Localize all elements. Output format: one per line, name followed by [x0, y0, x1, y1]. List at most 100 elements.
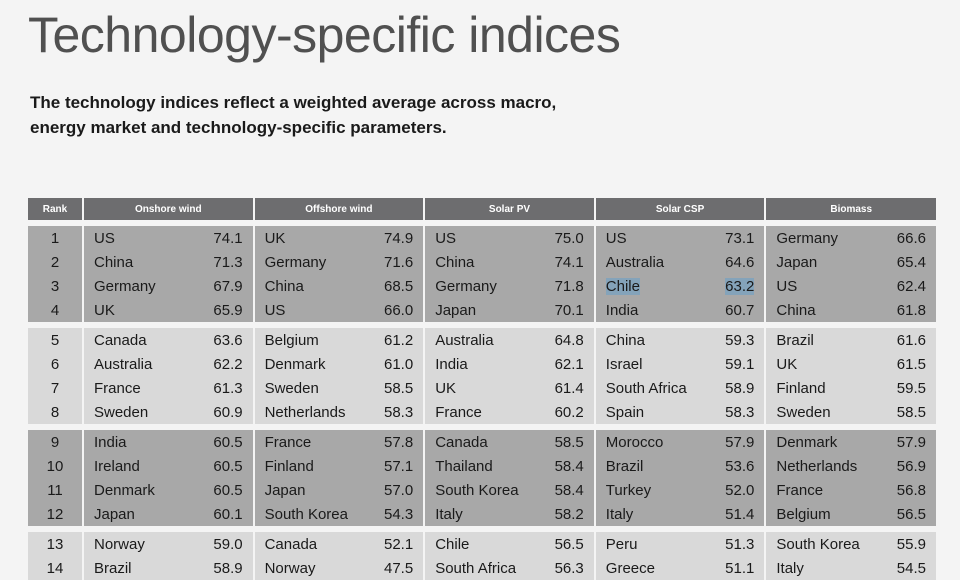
- index-score[interactable]: 62.4: [896, 277, 926, 295]
- country-name[interactable]: Finland: [776, 379, 826, 397]
- country-name[interactable]: Germany: [264, 253, 327, 271]
- country-name[interactable]: Norway: [94, 535, 145, 553]
- country-name[interactable]: US: [605, 229, 627, 247]
- country-name[interactable]: South Africa: [435, 559, 517, 577]
- index-score[interactable]: 47.5: [383, 559, 414, 577]
- country-name[interactable]: US: [94, 229, 115, 247]
- country-name[interactable]: Japan: [776, 253, 818, 271]
- index-score[interactable]: 51.4: [725, 505, 755, 523]
- index-score[interactable]: 60.7: [725, 301, 755, 319]
- country-name[interactable]: US: [776, 277, 798, 295]
- country-name[interactable]: Greece: [605, 559, 655, 577]
- country-name[interactable]: UK: [435, 379, 457, 397]
- country-name[interactable]: South Korea: [264, 505, 348, 523]
- index-score[interactable]: 61.0: [383, 355, 414, 373]
- index-score[interactable]: 64.6: [725, 253, 755, 271]
- country-name[interactable]: Italy: [776, 559, 804, 577]
- country-name[interactable]: South Korea: [435, 481, 519, 499]
- country-name[interactable]: China: [605, 331, 645, 349]
- country-name[interactable]: India: [94, 433, 127, 451]
- country-name[interactable]: India: [605, 301, 639, 319]
- country-name[interactable]: Australia: [605, 253, 665, 271]
- index-score[interactable]: 56.5: [896, 505, 926, 523]
- index-score[interactable]: 56.5: [554, 535, 584, 553]
- country-name[interactable]: Finland: [264, 457, 314, 475]
- index-score[interactable]: 57.9: [725, 433, 755, 451]
- index-score[interactable]: 57.1: [383, 457, 414, 475]
- country-name[interactable]: Belgium: [776, 505, 831, 523]
- index-score[interactable]: 64.8: [554, 331, 584, 349]
- country-name[interactable]: Israel: [605, 355, 643, 373]
- country-name[interactable]: Denmark: [776, 433, 838, 451]
- country-name[interactable]: China: [435, 253, 475, 271]
- index-score[interactable]: 62.1: [554, 355, 584, 373]
- index-score[interactable]: 61.2: [383, 331, 414, 349]
- country-name[interactable]: China: [94, 253, 134, 271]
- country-name[interactable]: Brazil: [94, 559, 132, 577]
- index-score[interactable]: 67.9: [213, 277, 243, 295]
- index-score[interactable]: 59.1: [725, 355, 755, 373]
- index-score[interactable]: 56.9: [896, 457, 926, 475]
- index-score[interactable]: 66.6: [896, 229, 926, 247]
- index-score[interactable]: 61.5: [896, 355, 926, 373]
- country-name[interactable]: Canada: [435, 433, 488, 451]
- index-score[interactable]: 58.9: [725, 379, 755, 397]
- index-score[interactable]: 74.9: [383, 229, 414, 247]
- index-score[interactable]: 66.0: [383, 301, 414, 319]
- index-score[interactable]: 70.1: [554, 301, 584, 319]
- index-score[interactable]: 73.1: [725, 229, 755, 247]
- index-score[interactable]: 60.2: [554, 403, 584, 421]
- country-name[interactable]: Italy: [435, 505, 463, 523]
- country-name[interactable]: Japan: [94, 505, 135, 523]
- index-score[interactable]: 58.4: [554, 481, 584, 499]
- country-name[interactable]: Morocco: [605, 433, 664, 451]
- selected-index-score[interactable]: 63.2: [725, 277, 755, 295]
- index-score[interactable]: 68.5: [383, 277, 414, 295]
- country-name[interactable]: UK: [94, 301, 115, 319]
- country-name[interactable]: Belgium: [264, 331, 319, 349]
- index-score[interactable]: 56.8: [896, 481, 926, 499]
- country-name[interactable]: Canada: [264, 535, 318, 553]
- country-name[interactable]: Denmark: [94, 481, 155, 499]
- index-score[interactable]: 71.8: [554, 277, 584, 295]
- country-name[interactable]: China: [264, 277, 304, 295]
- index-score[interactable]: 58.4: [554, 457, 584, 475]
- index-score[interactable]: 62.2: [213, 355, 243, 373]
- index-score[interactable]: 59.5: [896, 379, 926, 397]
- country-name[interactable]: Australia: [435, 331, 494, 349]
- country-name[interactable]: Thailand: [435, 457, 493, 475]
- country-name[interactable]: South Korea: [776, 535, 860, 553]
- country-name[interactable]: Ireland: [94, 457, 140, 475]
- country-name[interactable]: US: [264, 301, 286, 319]
- index-score[interactable]: 58.2: [554, 505, 584, 523]
- index-score[interactable]: 51.3: [725, 535, 755, 553]
- index-score[interactable]: 60.5: [213, 433, 243, 451]
- index-score[interactable]: 71.3: [213, 253, 243, 271]
- index-score[interactable]: 56.3: [554, 559, 584, 577]
- index-score[interactable]: 60.5: [213, 457, 243, 475]
- index-score[interactable]: 71.6: [383, 253, 414, 271]
- country-name[interactable]: Denmark: [264, 355, 326, 373]
- index-score[interactable]: 63.6: [213, 331, 243, 349]
- country-name[interactable]: Germany: [94, 277, 156, 295]
- country-name[interactable]: Sweden: [776, 403, 831, 421]
- country-name[interactable]: Japan: [435, 301, 477, 319]
- index-score[interactable]: 74.1: [213, 229, 243, 247]
- country-name[interactable]: Sweden: [264, 379, 319, 397]
- country-name[interactable]: Netherlands: [776, 457, 858, 475]
- index-score[interactable]: 65.9: [213, 301, 243, 319]
- index-score[interactable]: 54.3: [383, 505, 414, 523]
- index-score[interactable]: 75.0: [554, 229, 584, 247]
- country-name[interactable]: Turkey: [605, 481, 652, 499]
- country-name[interactable]: France: [264, 433, 312, 451]
- index-score[interactable]: 51.1: [725, 559, 755, 577]
- country-name[interactable]: Norway: [264, 559, 316, 577]
- index-score[interactable]: 57.0: [383, 481, 414, 499]
- index-score[interactable]: 61.6: [896, 331, 926, 349]
- country-name[interactable]: US: [435, 229, 457, 247]
- country-name[interactable]: Spain: [605, 403, 645, 421]
- country-name[interactable]: Brazil: [605, 457, 644, 475]
- index-score[interactable]: 57.8: [383, 433, 414, 451]
- country-name[interactable]: UK: [776, 355, 798, 373]
- index-score[interactable]: 52.1: [383, 535, 414, 553]
